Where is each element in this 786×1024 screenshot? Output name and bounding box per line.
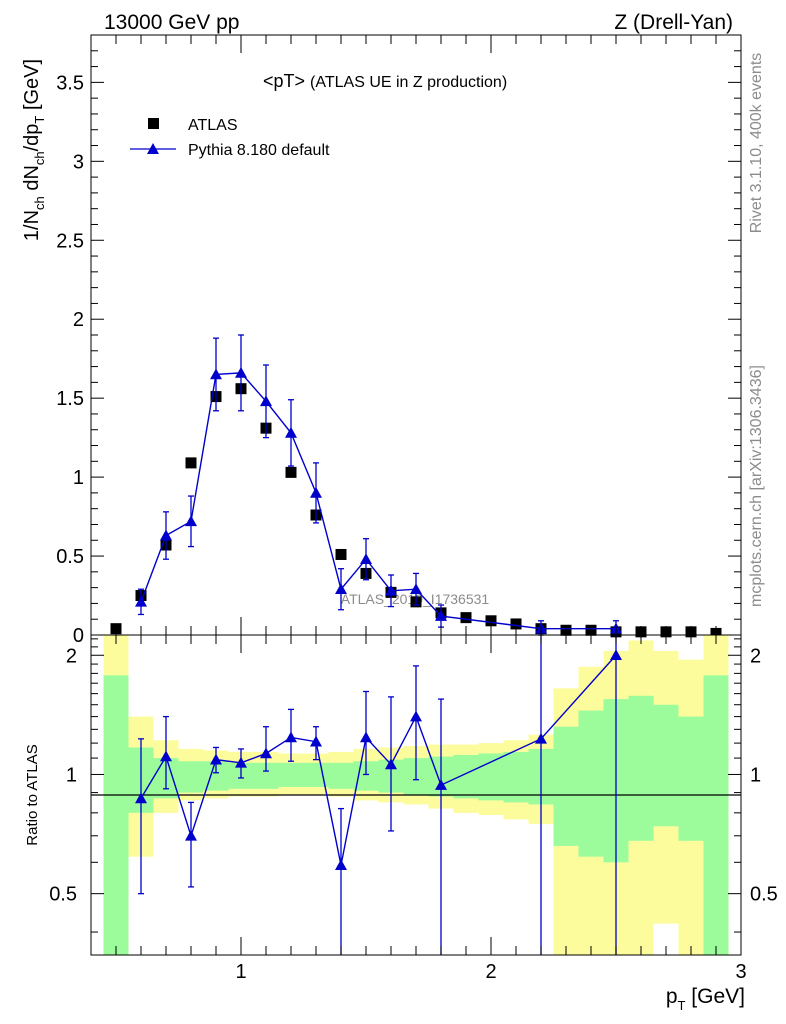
ratio-point	[235, 756, 247, 768]
pythia-point	[310, 486, 322, 498]
ratio-point	[285, 731, 297, 743]
ratio-band-inner	[628, 695, 654, 841]
ratio-band-inner	[103, 675, 129, 955]
ratio-band-inner	[703, 675, 729, 955]
ratio-y-tick-label-right: 0.5	[750, 884, 778, 906]
ratio-band-inner	[578, 710, 604, 857]
ratio-point	[310, 735, 322, 747]
y-tick-label: 2.5	[56, 230, 84, 252]
ratio-y-axis-label: Ratio to ATLAS	[24, 744, 41, 845]
ratio-band-inner	[453, 754, 479, 799]
ratio-point	[410, 710, 422, 722]
y-tick-label: 1.5	[56, 388, 84, 410]
ratio-band-inner	[478, 753, 504, 801]
plot-title: <pT> (ATLAS UE in Z production)	[263, 71, 507, 91]
ratio-band-inner	[328, 762, 354, 789]
ratio-band-inner	[553, 726, 579, 846]
ratio-band-inner	[503, 751, 529, 803]
pythia-point	[435, 610, 447, 621]
pythia-point	[360, 553, 372, 565]
header-left: 13000 GeV pp	[104, 11, 239, 34]
pythia-point	[135, 595, 147, 607]
atlas-data-point	[335, 548, 347, 560]
pythia-point	[185, 515, 197, 527]
plot-title-main: <pT>	[263, 71, 305, 91]
y-tick-label: 0	[73, 625, 84, 647]
ratio-y-tick-label-left: 2	[66, 645, 77, 667]
ratio-point	[435, 779, 447, 790]
pythia-point	[285, 426, 297, 438]
pythia-point	[410, 583, 422, 595]
x-tick-label: 3	[735, 961, 746, 983]
y-tick-label: 0.5	[56, 546, 84, 568]
ratio-band-inner	[678, 716, 704, 841]
atlas-data-point	[185, 457, 197, 469]
ratio-band-inner	[178, 761, 204, 793]
pythia-point	[260, 395, 272, 407]
atlas-data-point	[510, 618, 522, 630]
y-tick-label: 3	[73, 151, 84, 173]
pythia-point	[210, 368, 222, 380]
pythia-point	[335, 583, 347, 595]
legend: ATLAS Pythia 8.180 default	[130, 117, 330, 159]
plot-title-sub: (ATLAS UE in Z production)	[310, 74, 507, 91]
pythia-point	[235, 366, 247, 378]
ratio-point	[335, 859, 347, 870]
ratio-point	[160, 750, 172, 762]
ratio-band-inner	[278, 762, 304, 787]
ratio-point	[385, 758, 397, 770]
header-right: Z (Drell-Yan)	[614, 11, 733, 34]
main-y-axis-label: 1/Nch dNch/dpT [GeV]	[21, 59, 47, 241]
ratio-y-tick-label-left: 1	[66, 764, 77, 786]
ratio-point	[610, 649, 622, 661]
ratio-y-tick-label-left: 0.5	[49, 884, 77, 906]
pythia-point	[160, 529, 172, 541]
ratio-point	[210, 753, 222, 765]
y-tick-label: 3.5	[56, 72, 84, 94]
ratio-y-tick-label-right: 2	[750, 645, 761, 667]
x-tick-label: 1	[235, 961, 246, 983]
main-panel: ATLAS_2019_I1736531 00.511.522.533.5 <pT…	[21, 34, 742, 647]
legend-marker-atlas	[148, 118, 159, 129]
atlas-data-point	[460, 612, 472, 624]
ratio-point	[360, 731, 372, 743]
mcplots-label: mcplots.cern.ch [arXiv:1306.3436]	[748, 365, 765, 607]
y-tick-label: 2	[73, 309, 84, 331]
ratio-point	[260, 747, 272, 759]
rivet-label: Rivet 3.1.10, 400k events	[748, 53, 765, 234]
ratio-point	[185, 829, 197, 841]
legend-marker-pythia	[147, 143, 159, 154]
ratio-panel: 0.5 0.5 1 1 2 2 1 2 3 Ratio to ATLAS pT [GeV]	[24, 634, 778, 1013]
y-tick-label: 1	[73, 467, 84, 489]
x-axis-label: pT [GeV]	[666, 985, 745, 1013]
legend-label-pythia: Pythia 8.180 default	[188, 142, 330, 159]
ratio-point	[135, 792, 147, 804]
ratio-point	[535, 732, 547, 744]
ratio-band-inner	[653, 704, 679, 827]
x-tick-label: 2	[485, 961, 496, 983]
ratio-y-tick-label-right: 1	[750, 764, 761, 786]
pythia-point	[385, 584, 397, 596]
legend-label-atlas: ATLAS	[188, 117, 238, 134]
atlas-data-point	[285, 466, 297, 478]
